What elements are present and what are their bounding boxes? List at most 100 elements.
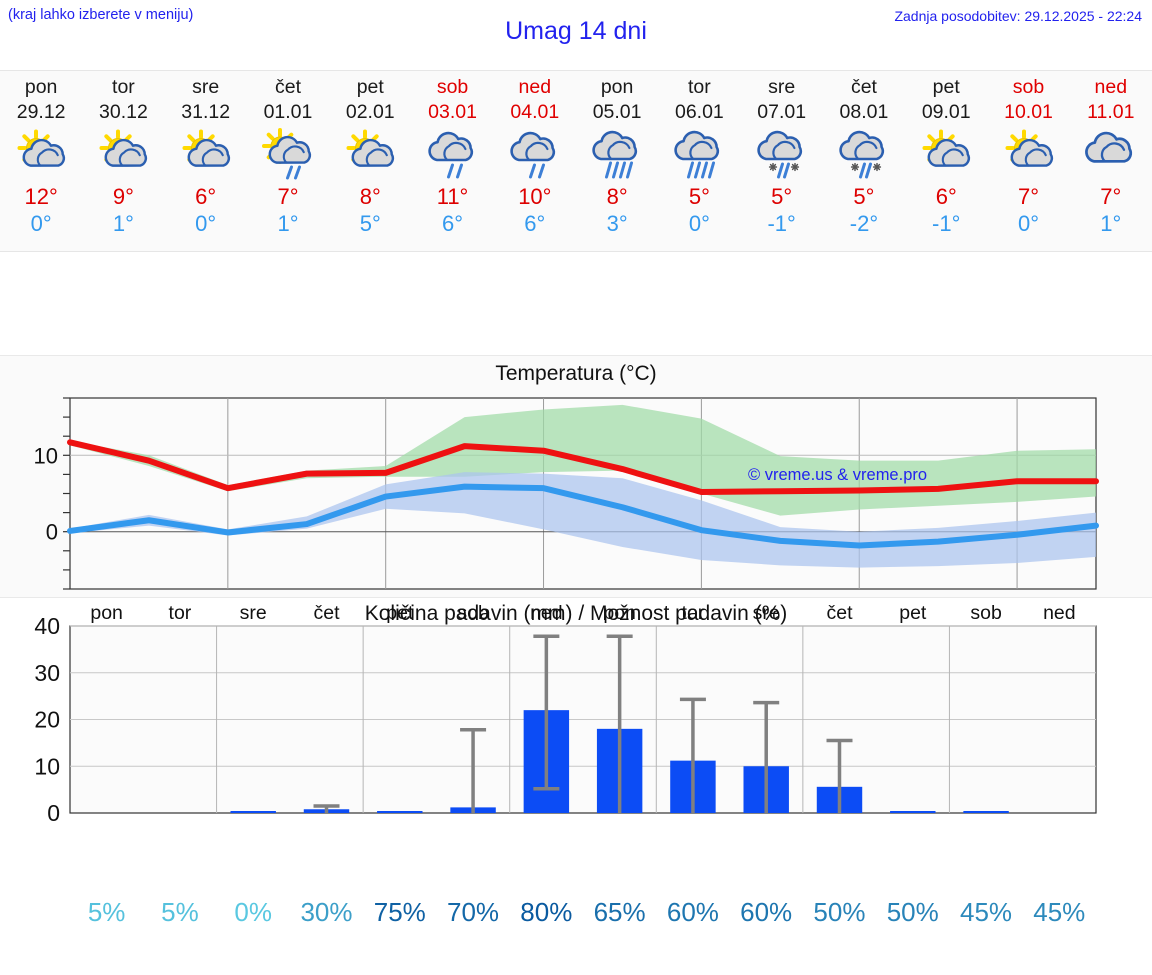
temperature-plot: 0 10	[34, 397, 1099, 590]
precipitation-probability-value: 60%	[740, 897, 793, 927]
day-max-temp: 10°	[518, 184, 552, 209]
day-min-temp: -1°	[932, 211, 961, 236]
cloud-icon	[1082, 125, 1140, 183]
day-date: 02.01	[345, 101, 395, 123]
day-max-temp: 11°	[436, 184, 469, 209]
svg-text:sre: sre	[240, 602, 267, 624]
day-date: 03.01	[428, 101, 477, 123]
forecast-day-column[interactable]: čet 01.01 7° 1°	[247, 71, 329, 251]
cloud-rain-light-icon	[506, 125, 564, 183]
day-date: 01.01	[263, 101, 313, 123]
day-max-temp: 5°	[853, 184, 875, 209]
sun-cloud-icon	[177, 125, 235, 183]
day-date: 04.01	[510, 101, 560, 123]
forecast-day-column[interactable]: sob 10.01 7° 0°	[987, 71, 1069, 251]
forecast-day-column[interactable]: ned 11.01 7° 1°	[1070, 71, 1152, 251]
day-name: ned	[518, 76, 552, 98]
day-name: pet	[932, 76, 960, 98]
precipitation-chart: Količina padavin (mm) / Možnost padavin …	[0, 598, 1152, 928]
day-name: čet	[274, 76, 301, 98]
day-max-temp: 8°	[359, 184, 381, 209]
day-min-temp: 3°	[606, 211, 628, 236]
svg-text:tor: tor	[169, 602, 192, 624]
precipitation-probability-value: 65%	[593, 897, 646, 927]
day-date: 29.12	[16, 101, 66, 123]
day-name: ned	[1094, 76, 1128, 98]
temperature-chart: Temperatura (°C) 0 10	[0, 355, 1152, 598]
forecast-day-column[interactable]: sre 31.12 6° 0°	[165, 71, 247, 251]
sun-cloud-icon	[917, 125, 975, 183]
day-name: sre	[192, 76, 220, 98]
forecast-day-column[interactable]: sre 07.01 5° -1°	[741, 71, 823, 251]
forecast-day-column[interactable]: tor 06.01 5° 0°	[658, 71, 740, 251]
forecast-day-column[interactable]: sob 03.01 11° 6°	[411, 71, 493, 251]
day-date: 31.12	[181, 101, 231, 123]
forecast-day-list: pon 29.12 12° 0° tor 30.12 9° 1° sre 31.12 6° 0°…	[0, 71, 1152, 251]
svg-text:10: 10	[34, 753, 60, 779]
page-header: (kraj lahko izberete v meniju) Umag 14 d…	[0, 0, 1152, 70]
precipitation-probability-value: 45%	[959, 897, 1013, 927]
day-min-temp: -1°	[767, 211, 796, 236]
last-updated-label: Zadnja posodobitev: 29.12.2025 - 22:24	[894, 8, 1142, 24]
day-date: 07.01	[757, 101, 807, 123]
day-min-temp: 1°	[112, 211, 134, 236]
forecast-day-column[interactable]: pet 09.01 6° -1°	[905, 71, 987, 251]
day-min-temp: 1°	[277, 211, 299, 236]
day-max-temp: 9°	[112, 184, 134, 209]
day-min-temp: -2°	[849, 211, 879, 236]
day-max-temp: 7°	[1100, 184, 1122, 209]
day-min-temp: 1°	[1100, 211, 1122, 236]
precipitation-probability-value: 5%	[161, 897, 199, 927]
spacer	[0, 252, 1152, 355]
forecast-day-column[interactable]: pet 02.01 8° 5°	[329, 71, 411, 251]
sun-cloud-icon	[12, 125, 70, 183]
forecast-strip: pon 29.12 12° 0° tor 30.12 9° 1° sre 31.12 6° 0°…	[0, 70, 1152, 252]
precipitation-probability-value: 60%	[666, 897, 719, 927]
day-date: 11.01	[1087, 101, 1135, 123]
svg-text:pet: pet	[899, 602, 927, 624]
cloud-rain-icon	[670, 125, 728, 183]
precipitation-probability-value: 30%	[300, 897, 353, 927]
svg-text:pet: pet	[386, 602, 414, 624]
day-date: 08.01	[839, 101, 889, 123]
precipitation-probability-value: 5%	[87, 897, 126, 927]
svg-text:čet: čet	[826, 602, 853, 624]
forecast-day-column[interactable]: pon 05.01 8° 3°	[576, 71, 658, 251]
svg-text:0: 0	[46, 520, 58, 545]
day-max-temp: 8°	[606, 184, 628, 209]
day-date: 05.01	[592, 101, 642, 123]
cloud-rain-icon	[588, 125, 646, 183]
page-title: Umag 14 dni	[505, 17, 647, 45]
day-name: pon	[600, 76, 634, 98]
sun-cloud-icon	[341, 125, 399, 183]
forecast-day-column[interactable]: tor 30.12 9° 1°	[82, 71, 164, 251]
svg-text:sre: sre	[753, 602, 780, 624]
svg-text:sob: sob	[970, 602, 1002, 624]
precipitation-probability-value: 80%	[520, 897, 573, 927]
temperature-chart-title: Temperatura (°C)	[495, 362, 657, 385]
forecast-day-column[interactable]: ned 04.01 10° 6°	[494, 71, 576, 251]
precipitation-plot: pon tor sre čet pet sob ned pon tor sre čet pet sob n…	[34, 602, 1097, 826]
day-min-temp: 0°	[688, 211, 710, 236]
precipitation-probability-value: 50%	[813, 897, 866, 927]
svg-text:ned: ned	[530, 602, 563, 624]
day-name: čet	[850, 76, 877, 98]
precipitation-probability-row: 5% 5% 0% 30% 75% 70% 80% 65% 60% 60% 50% 50% 45% 45%	[70, 897, 1096, 928]
forecast-day-column[interactable]: pon 29.12 12° 0°	[0, 71, 82, 251]
location-menu-note[interactable]: (kraj lahko izberete v meniju)	[8, 7, 194, 23]
svg-text:40: 40	[34, 613, 60, 639]
day-name: pet	[356, 76, 384, 98]
svg-text:sob: sob	[457, 602, 489, 624]
day-min-temp: 0°	[30, 211, 52, 236]
cloud-sleet-icon	[835, 125, 893, 183]
day-min-temp: 6°	[442, 211, 464, 236]
day-name: pon	[24, 76, 58, 98]
svg-text:pon: pon	[90, 602, 123, 624]
forecast-day-column[interactable]: čet 08.01 5° -2°	[823, 71, 905, 251]
day-name: tor	[688, 76, 711, 98]
cloud-rain-light-icon	[424, 125, 482, 183]
day-name: sre	[768, 76, 796, 98]
precipitation-probability-value: 45%	[1033, 897, 1086, 927]
day-max-temp: 7°	[1017, 184, 1040, 209]
